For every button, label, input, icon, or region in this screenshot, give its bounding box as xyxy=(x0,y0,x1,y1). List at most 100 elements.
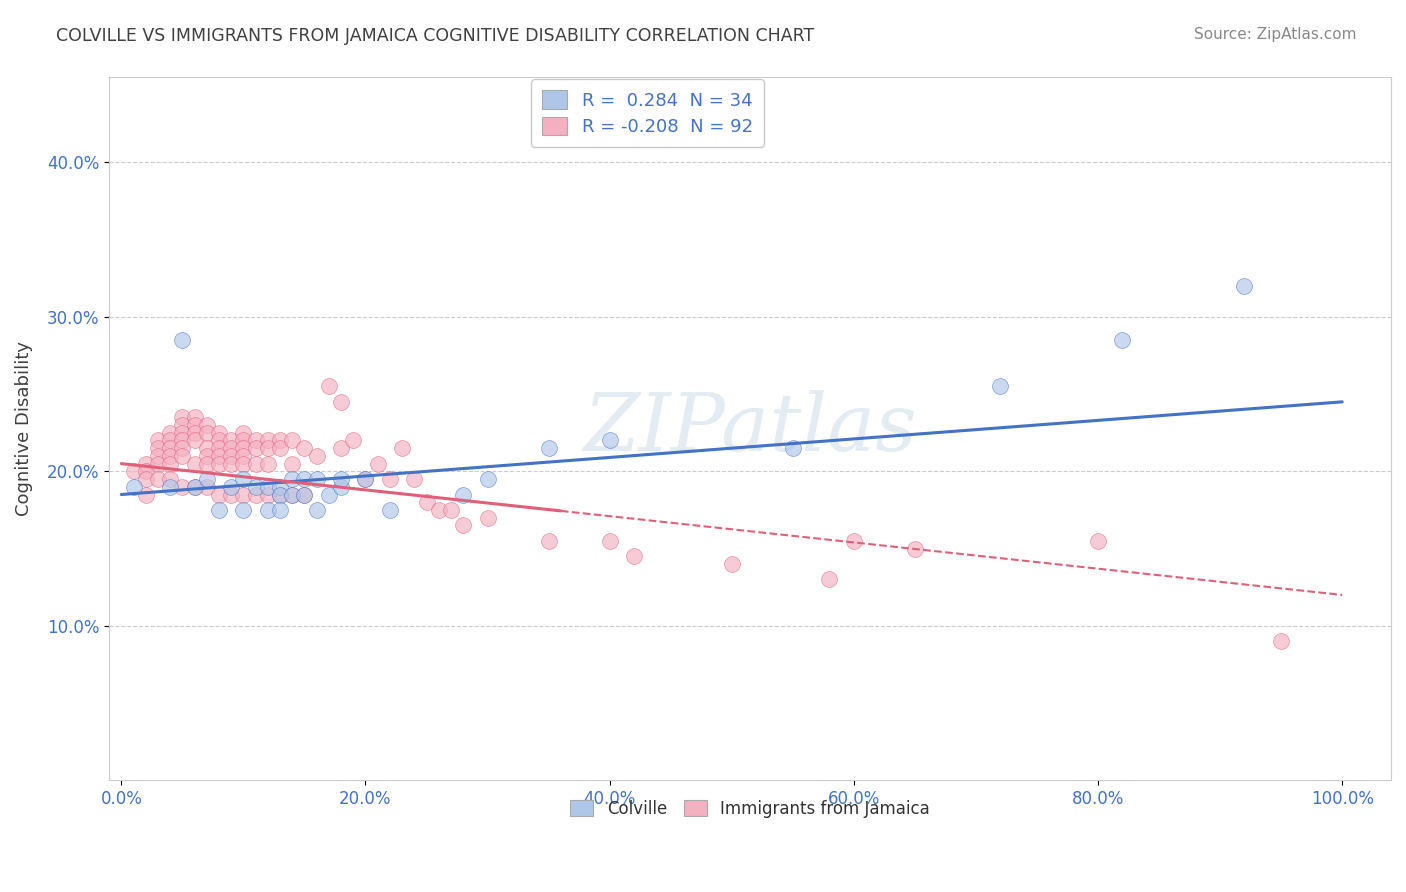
Point xyxy=(172,434,194,448)
Point xyxy=(256,457,278,471)
Point xyxy=(256,441,278,455)
Point xyxy=(256,503,278,517)
Point xyxy=(1111,333,1133,347)
Point xyxy=(1270,634,1292,648)
Point xyxy=(172,449,194,463)
Point xyxy=(367,457,389,471)
Point xyxy=(245,480,267,494)
Point xyxy=(232,449,254,463)
Point xyxy=(195,417,218,432)
Point xyxy=(195,480,218,494)
Point xyxy=(159,434,181,448)
Point xyxy=(256,487,278,501)
Point xyxy=(318,379,340,393)
Text: Source: ZipAtlas.com: Source: ZipAtlas.com xyxy=(1194,27,1357,42)
Point xyxy=(159,480,181,494)
Point xyxy=(232,487,254,501)
Point xyxy=(232,425,254,440)
Point xyxy=(183,480,205,494)
Point xyxy=(219,434,242,448)
Point xyxy=(451,487,474,501)
Point xyxy=(219,449,242,463)
Point xyxy=(208,503,231,517)
Point xyxy=(256,434,278,448)
Point xyxy=(183,417,205,432)
Point xyxy=(281,487,304,501)
Point xyxy=(135,487,157,501)
Y-axis label: Cognitive Disability: Cognitive Disability xyxy=(15,342,32,516)
Point xyxy=(159,457,181,471)
Text: COLVILLE VS IMMIGRANTS FROM JAMAICA COGNITIVE DISABILITY CORRELATION CHART: COLVILLE VS IMMIGRANTS FROM JAMAICA COGN… xyxy=(56,27,814,45)
Point xyxy=(988,379,1011,393)
Point xyxy=(269,480,291,494)
Point xyxy=(159,425,181,440)
Point xyxy=(818,573,841,587)
Point xyxy=(305,503,328,517)
Point xyxy=(183,480,205,494)
Point xyxy=(245,487,267,501)
Point xyxy=(269,434,291,448)
Point xyxy=(195,425,218,440)
Point xyxy=(195,472,218,486)
Point xyxy=(391,441,413,455)
Point xyxy=(159,449,181,463)
Point xyxy=(427,503,450,517)
Point xyxy=(232,434,254,448)
Point xyxy=(330,394,353,409)
Point xyxy=(354,472,377,486)
Point xyxy=(195,449,218,463)
Point xyxy=(146,449,169,463)
Point xyxy=(305,472,328,486)
Point xyxy=(172,425,194,440)
Point xyxy=(256,480,278,494)
Point xyxy=(208,425,231,440)
Point xyxy=(330,472,353,486)
Point xyxy=(342,434,364,448)
Point xyxy=(294,487,316,501)
Point xyxy=(904,541,927,556)
Legend: Colville, Immigrants from Jamaica: Colville, Immigrants from Jamaica xyxy=(564,793,936,825)
Point xyxy=(159,441,181,455)
Point xyxy=(1233,279,1256,293)
Point xyxy=(451,518,474,533)
Point xyxy=(294,487,316,501)
Point xyxy=(208,457,231,471)
Point xyxy=(404,472,426,486)
Point xyxy=(183,434,205,448)
Point xyxy=(720,557,742,571)
Point xyxy=(378,503,401,517)
Point xyxy=(1087,533,1109,548)
Point xyxy=(159,472,181,486)
Point xyxy=(172,480,194,494)
Point xyxy=(599,533,621,548)
Point xyxy=(172,441,194,455)
Point xyxy=(318,487,340,501)
Point xyxy=(122,464,145,478)
Point xyxy=(245,441,267,455)
Point xyxy=(245,457,267,471)
Point xyxy=(281,434,304,448)
Point xyxy=(537,533,560,548)
Point xyxy=(378,472,401,486)
Point xyxy=(195,457,218,471)
Point xyxy=(219,480,242,494)
Point xyxy=(477,510,499,524)
Point xyxy=(232,503,254,517)
Point xyxy=(281,472,304,486)
Point xyxy=(232,441,254,455)
Point xyxy=(537,441,560,455)
Point xyxy=(477,472,499,486)
Point xyxy=(135,457,157,471)
Point xyxy=(146,472,169,486)
Point xyxy=(208,434,231,448)
Point xyxy=(135,464,157,478)
Point xyxy=(269,503,291,517)
Point xyxy=(305,449,328,463)
Point xyxy=(842,533,865,548)
Point xyxy=(183,425,205,440)
Text: ZIPatlas: ZIPatlas xyxy=(583,390,917,467)
Point xyxy=(599,434,621,448)
Point xyxy=(281,457,304,471)
Point xyxy=(269,487,291,501)
Point xyxy=(623,549,645,564)
